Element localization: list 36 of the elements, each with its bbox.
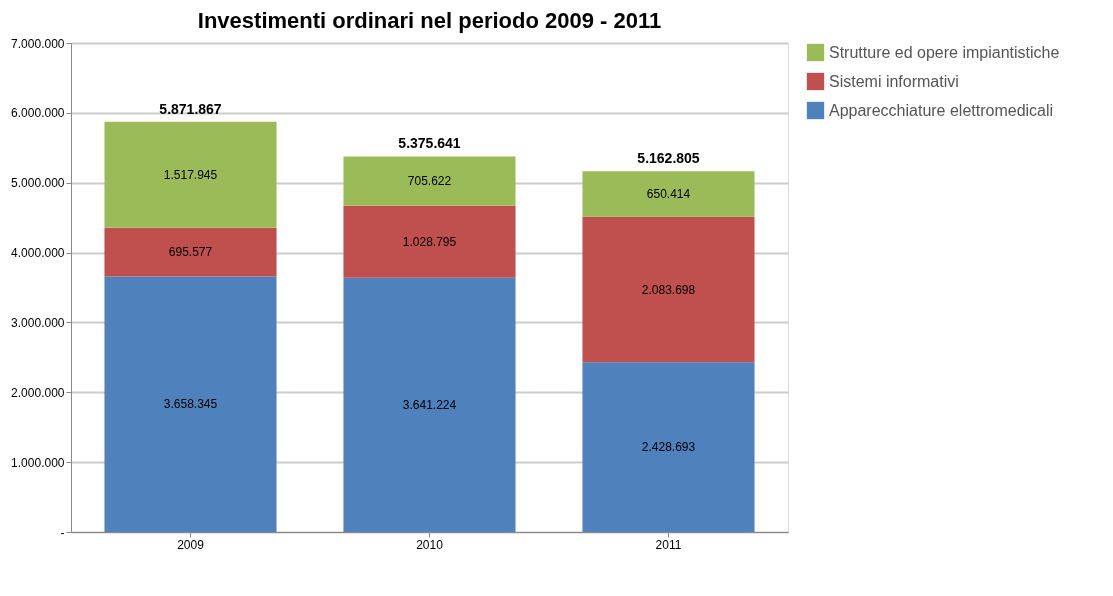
data-label: 3.658.345 xyxy=(163,397,218,412)
x-tick-label: 2009 xyxy=(177,537,205,552)
data-label: 3.641.224 xyxy=(402,397,457,412)
y-tick-label: 5.000.000 xyxy=(11,176,65,191)
data-label: 650.414 xyxy=(646,187,691,202)
y-tick-label: - xyxy=(60,525,65,540)
data-label: 695.577 xyxy=(168,245,213,260)
bar xyxy=(104,121,277,228)
bar xyxy=(343,156,516,206)
bar xyxy=(343,205,516,278)
y-tick-label: 1.000.000 xyxy=(11,455,65,470)
bar xyxy=(582,171,755,217)
y-tick-label: 7.000.000 xyxy=(11,36,65,51)
chart-title: Investimenti ordinari nel periodo 2009 - 2011 xyxy=(197,8,662,33)
bar xyxy=(343,277,516,532)
data-label: 705.622 xyxy=(407,174,452,189)
y-tick-label: 4.000.000 xyxy=(11,246,65,261)
y-tick-label: 3.000.000 xyxy=(11,315,65,330)
total-label: 5.162.805 xyxy=(637,150,700,167)
legend-label: Apparecchiature elettromedicali xyxy=(829,101,1054,119)
legend-label: Strutture ed opere impiantistiche xyxy=(829,43,1060,61)
x-tick-label: 2010 xyxy=(416,537,444,552)
data-label: 1.517.945 xyxy=(163,167,218,182)
data-label: 1.028.795 xyxy=(402,234,457,249)
legend-label: Sistemi informativi xyxy=(829,72,959,90)
bar xyxy=(104,227,277,277)
bar xyxy=(582,216,755,363)
total-label: 5.375.641 xyxy=(398,135,461,152)
y-tick-label: 6.000.000 xyxy=(11,106,65,121)
total-label: 5.871.867 xyxy=(159,100,222,117)
data-label: 2.083.698 xyxy=(641,282,696,297)
x-tick-label: 2011 xyxy=(655,537,682,552)
data-label: 2.428.693 xyxy=(641,440,696,455)
bar xyxy=(582,362,755,532)
y-tick-label: 2.000.000 xyxy=(11,385,65,400)
bar xyxy=(104,276,277,532)
